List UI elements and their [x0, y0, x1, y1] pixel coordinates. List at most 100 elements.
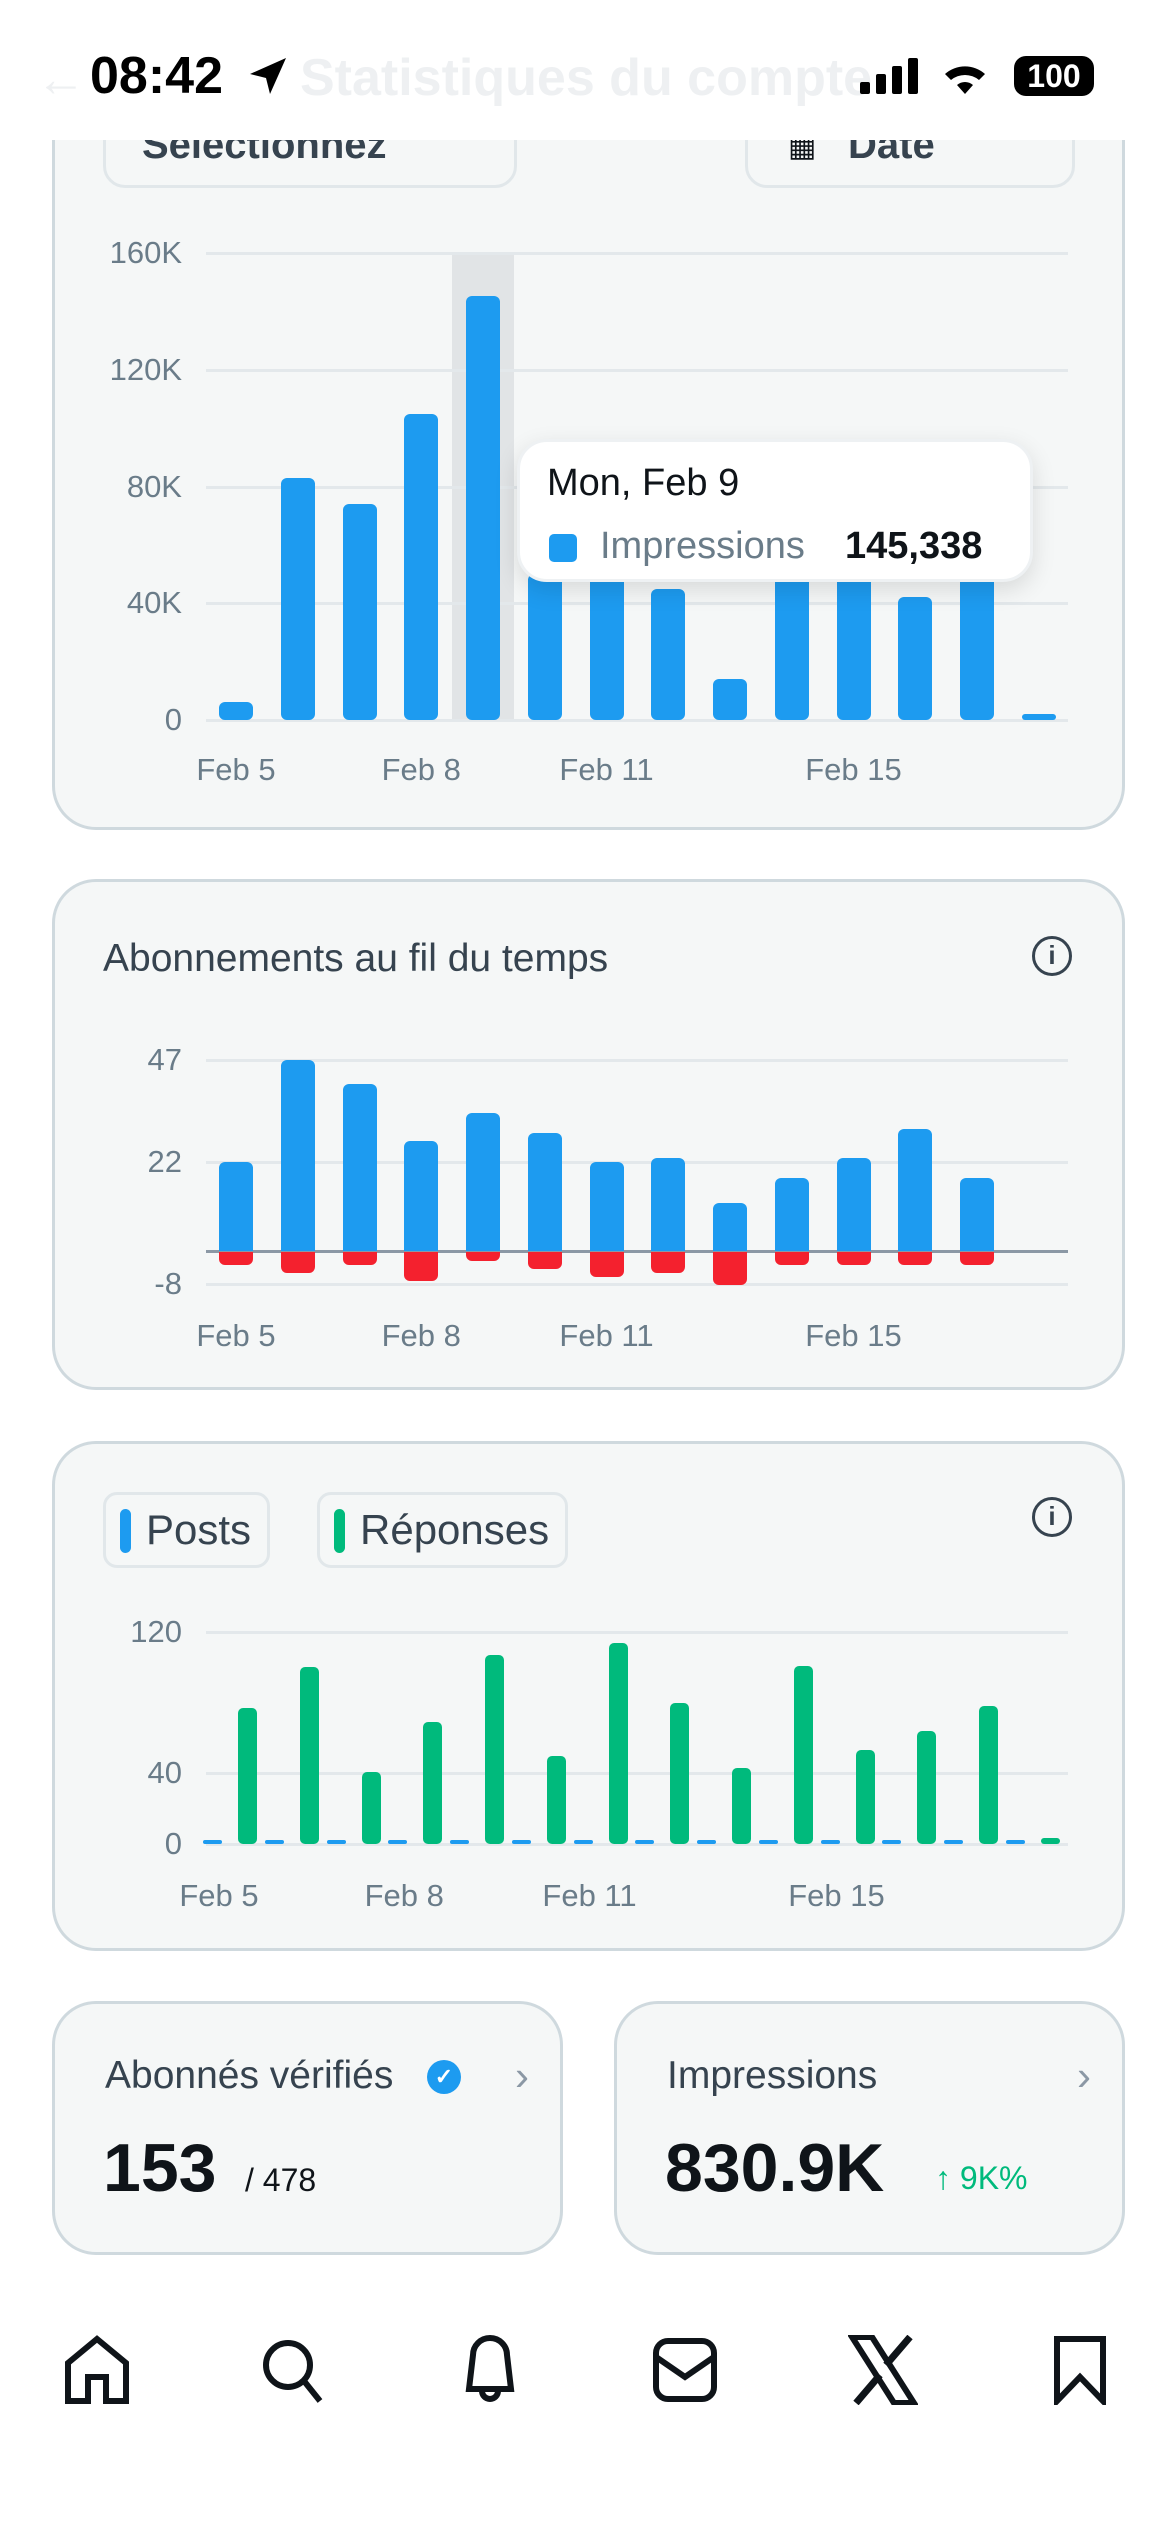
- messages-icon[interactable]: [650, 2335, 720, 2405]
- new-followers-bar: [342, 1084, 377, 1252]
- info-icon[interactable]: i: [1032, 1497, 1072, 1537]
- followers-chart-title: Abonnements au fil du temps: [103, 937, 609, 980]
- page-title: Statistiques du compte: [300, 49, 873, 107]
- x-tick-label: Feb 11: [559, 1318, 654, 1353]
- chevron-right-icon: ›: [515, 2052, 529, 2099]
- impressions-bar: [404, 413, 439, 720]
- replies-bar: [670, 1702, 690, 1844]
- replies-bar: [1040, 1838, 1060, 1844]
- replies-bar: [546, 1755, 566, 1844]
- verified-followers-card[interactable]: Abonnés vérifiés ✓ › 153 / 478: [52, 2001, 563, 2255]
- new-followers-bar: [280, 1060, 315, 1252]
- posts-bar: [203, 1840, 222, 1844]
- tooltip-value: 145,338: [845, 525, 983, 567]
- lost-followers-bar: [342, 1252, 377, 1265]
- search-icon[interactable]: [258, 2335, 328, 2405]
- x-tick-label: Feb 11: [542, 1878, 637, 1913]
- legend-replies[interactable]: Réponses: [317, 1492, 569, 1568]
- clock: 08:42: [90, 47, 223, 105]
- new-followers-bar: [527, 1133, 562, 1252]
- signal-icon: [860, 58, 918, 94]
- new-followers-bar: [651, 1157, 686, 1252]
- tooltip-series: Impressions: [600, 525, 805, 567]
- lost-followers-bar: [836, 1252, 871, 1265]
- legend-posts[interactable]: Posts: [103, 1492, 271, 1568]
- posts-bar: [573, 1840, 593, 1844]
- replies-bar: [732, 1768, 751, 1844]
- y-tick-label: 40K: [126, 585, 182, 621]
- impressions-bar: [342, 504, 377, 720]
- impressions-bar: [466, 295, 500, 720]
- impressions-bar: [651, 588, 686, 720]
- replies-swatch: [334, 1509, 345, 1553]
- info-icon[interactable]: i: [1032, 936, 1072, 976]
- new-followers-bar: [774, 1178, 809, 1252]
- impressions-value: 830.9K: [665, 2130, 885, 2206]
- gridline: [206, 252, 1068, 255]
- y-tick-label: 47: [147, 1042, 182, 1077]
- lost-followers-bar: [466, 1252, 500, 1261]
- impressions-bar: [219, 702, 253, 720]
- replies-bar: [979, 1706, 998, 1844]
- posts-bar: [450, 1840, 469, 1844]
- gridline: [206, 368, 1068, 372]
- posts-bar: [820, 1840, 840, 1844]
- posts-bar: [944, 1840, 963, 1844]
- new-followers-bar: [404, 1141, 439, 1252]
- y-tick-label: 80K: [126, 468, 182, 504]
- replies-bar: [608, 1642, 628, 1844]
- gridline: [206, 1059, 1068, 1062]
- back-arrow-icon[interactable]: ←: [36, 51, 86, 107]
- legend-label: Posts: [146, 1506, 252, 1553]
- lost-followers-bar: [651, 1252, 686, 1273]
- battery-icon: 100: [1014, 56, 1094, 96]
- notifications-icon[interactable]: [455, 2335, 525, 2405]
- impressions-bar: [960, 574, 994, 720]
- posts-bar: [511, 1840, 531, 1844]
- verified-label: Abonnés vérifiés: [105, 2054, 394, 2097]
- new-followers-bar: [589, 1161, 624, 1252]
- x-tick-label: Feb 15: [805, 1318, 902, 1353]
- impressions-bar: [713, 679, 747, 720]
- y-tick-label: 120K: [109, 351, 182, 387]
- posts-bar: [326, 1840, 346, 1844]
- bookmarks-icon[interactable]: [1045, 2335, 1115, 2405]
- x-tick-label: Feb 8: [381, 1318, 461, 1353]
- posts-replies-chart-card: [52, 1441, 1125, 1951]
- location-icon: [250, 58, 286, 94]
- home-icon[interactable]: [62, 2335, 132, 2405]
- posts-bar: [697, 1840, 716, 1844]
- impressions-bar: [589, 574, 624, 720]
- x-tick-label: Feb 15: [788, 1878, 885, 1913]
- legend-label: Réponses: [360, 1506, 550, 1553]
- lost-followers-bar: [219, 1252, 253, 1265]
- replies-bar: [793, 1665, 813, 1844]
- x-tick-label: Feb 5: [196, 752, 276, 787]
- impressions-change: ↑ 9K%: [935, 2160, 1028, 2196]
- lost-followers-bar: [713, 1252, 747, 1285]
- y-tick-label: -8: [154, 1266, 182, 1301]
- replies-bar: [238, 1707, 257, 1844]
- new-followers-bar: [219, 1161, 253, 1252]
- y-tick-label: 160K: [109, 235, 182, 270]
- zero-line: [206, 1250, 1068, 1254]
- gridline: [206, 1843, 1068, 1846]
- gridline: [206, 1283, 1068, 1286]
- gridline: [206, 1772, 1068, 1776]
- new-followers-bar: [836, 1157, 871, 1252]
- replies-bar: [423, 1722, 443, 1844]
- x-tick-label: Feb 8: [364, 1878, 444, 1913]
- tooltip-date: Mon, Feb 9: [547, 462, 740, 504]
- posts-bar: [882, 1840, 902, 1844]
- tooltip-swatch: [549, 534, 577, 562]
- impressions-label: Impressions: [667, 2054, 878, 2097]
- impressions-bar: [1021, 714, 1056, 720]
- impressions-bar: [774, 574, 809, 720]
- impressions-card[interactable]: Impressions › 830.9K ↑ 9K%: [614, 2001, 1125, 2255]
- impressions-bar: [898, 597, 933, 720]
- y-tick-label: 0: [164, 702, 182, 737]
- chart-tooltip: Mon, Feb 9 Impressions 145,338: [517, 439, 1033, 582]
- x-tick-label: Feb 11: [559, 752, 654, 787]
- lost-followers-bar: [898, 1252, 933, 1265]
- x-logo-icon[interactable]: [848, 2335, 918, 2405]
